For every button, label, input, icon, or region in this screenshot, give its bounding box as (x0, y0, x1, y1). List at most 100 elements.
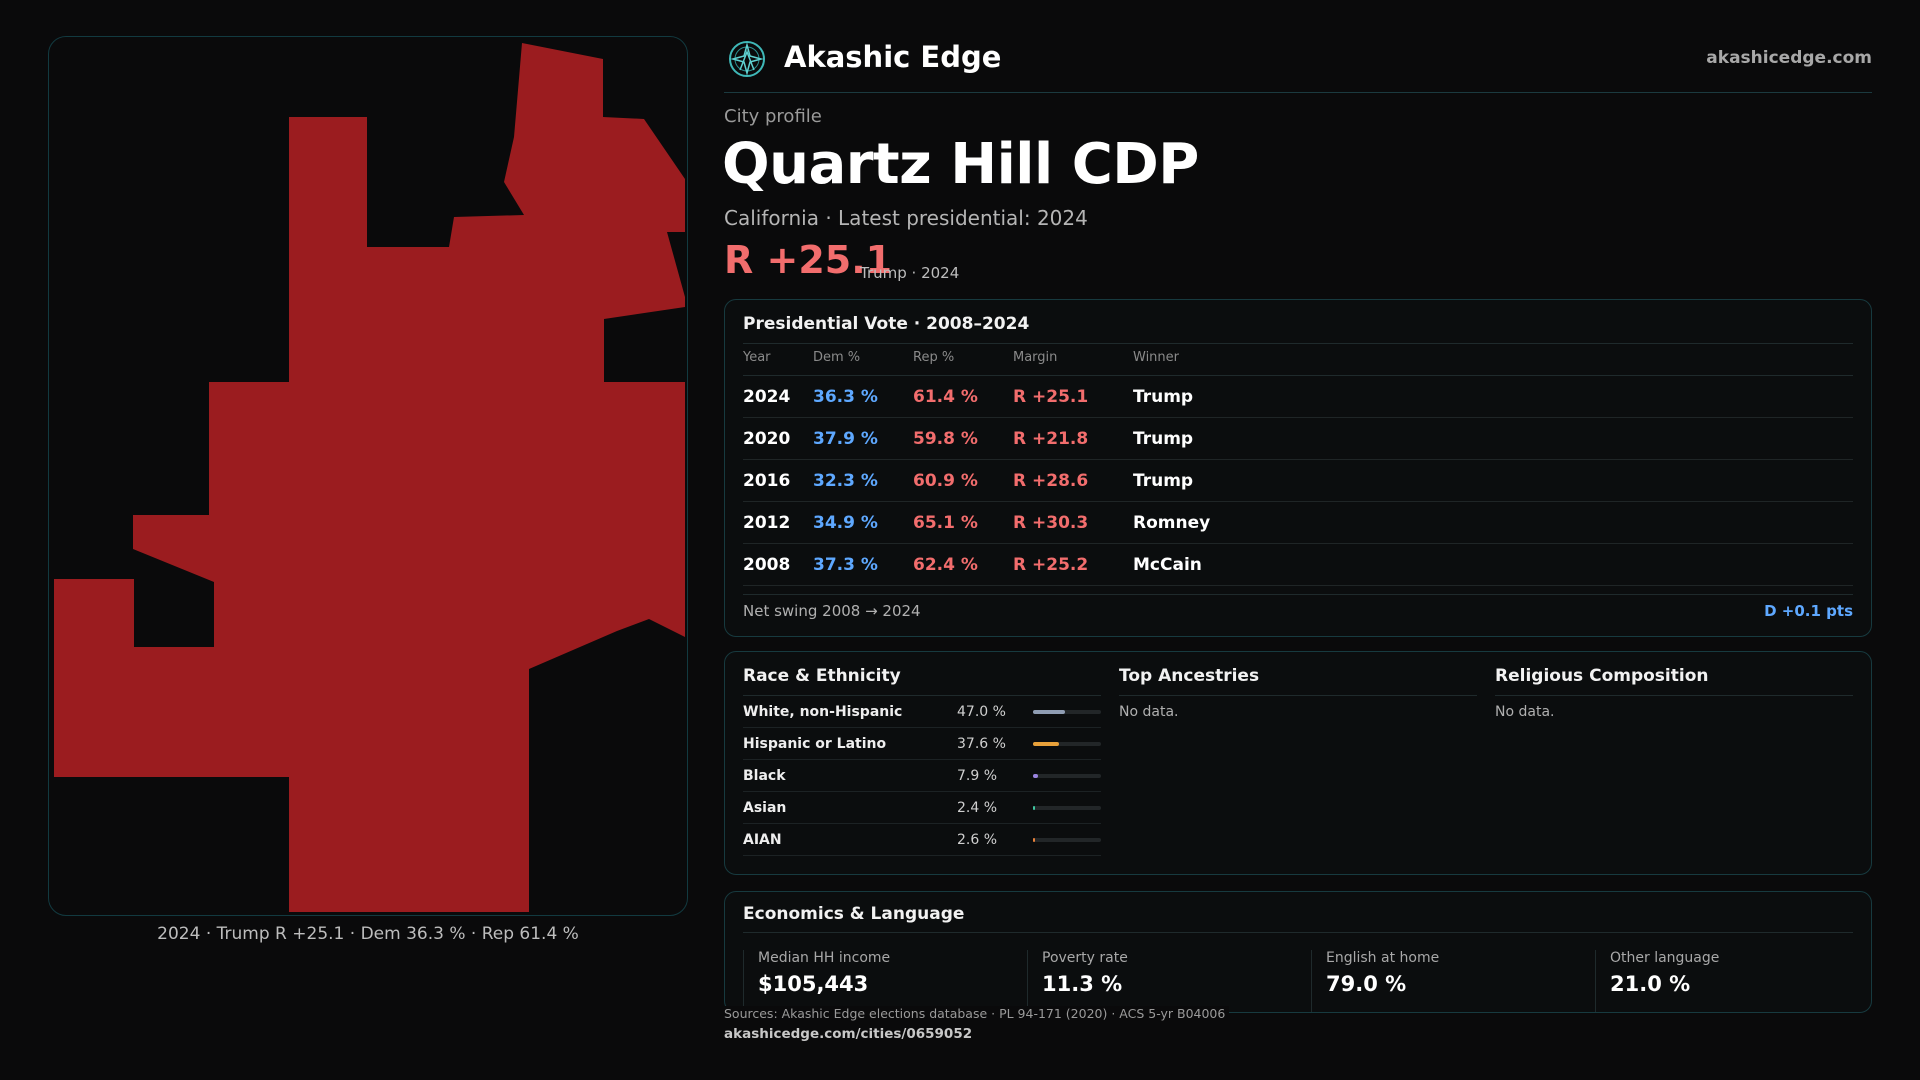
race-bar-track (1033, 806, 1101, 810)
cell-winner: Romney (1133, 513, 1211, 533)
race-value: 37.6 % (957, 736, 1006, 752)
table-row: 2020 37.9 % 59.8 % R +21.8 Trump (743, 418, 1853, 460)
stat-label: English at home (1326, 950, 1440, 966)
stat-value: $105,443 (758, 972, 869, 996)
cell-dem: 37.3 % (813, 555, 878, 575)
race-label: White, non-Hispanic (743, 704, 903, 720)
sources-note: Sources: Akashic Edge elections database… (724, 1006, 1230, 1021)
stat-median-income: Median HH income $105,443 (743, 950, 1013, 1012)
divider (743, 375, 1853, 376)
race-bar-track (1033, 774, 1101, 778)
race-value: 47.0 % (957, 704, 1006, 720)
demographics-card: Race & Ethnicity White, non-Hispanic 47.… (724, 651, 1872, 875)
race-bar-fill (1033, 806, 1035, 810)
stat-poverty-rate: Poverty rate 11.3 % (1027, 950, 1297, 1012)
net-swing-value: D +0.1 pts (1764, 602, 1853, 620)
cell-dem: 34.9 % (813, 513, 878, 533)
race-bar-fill (1033, 774, 1039, 778)
economics-card: Economics & Language Median HH income $1… (724, 891, 1872, 1013)
ancestries-section: Top Ancestries No data. (1119, 666, 1477, 720)
race-bar-track (1033, 838, 1101, 842)
column-header-margin: Margin (1013, 350, 1058, 365)
table-row: 2016 32.3 % 60.9 % R +28.6 Trump (743, 460, 1853, 502)
cell-rep: 62.4 % (913, 555, 978, 575)
cell-margin: R +30.3 (1013, 513, 1089, 533)
cell-dem: 37.9 % (813, 429, 878, 449)
cell-margin: R +25.1 (1013, 387, 1089, 407)
cell-margin: R +25.2 (1013, 555, 1089, 575)
race-section-title: Race & Ethnicity (743, 666, 1101, 696)
table-row: 2012 34.9 % 65.1 % R +30.3 Romney (743, 502, 1853, 544)
site-link[interactable]: akashicedge.com (1706, 48, 1872, 68)
race-list: White, non-Hispanic 47.0 % Hispanic or L… (743, 696, 1101, 856)
column-header-dem: Dem % (813, 350, 861, 365)
cell-year: 2008 (743, 555, 791, 575)
race-bar-track (1033, 742, 1101, 746)
cell-rep: 60.9 % (913, 471, 978, 491)
cell-margin: R +28.6 (1013, 471, 1089, 491)
list-item: Black 7.9 % (743, 760, 1101, 792)
cell-rep: 59.8 % (913, 429, 978, 449)
cell-winner: McCain (1133, 555, 1202, 575)
cell-rep: 61.4 % (913, 387, 978, 407)
race-value: 2.6 % (957, 832, 998, 848)
cell-year: 2024 (743, 387, 791, 407)
column-header-winner: Winner (1133, 350, 1180, 365)
page-title: Quartz Hill CDP (722, 132, 1199, 197)
race-label: Hispanic or Latino (743, 736, 887, 752)
cell-winner: Trump (1133, 471, 1194, 491)
headline-margin-note: Trump · 2024 (860, 264, 960, 282)
page-kicker: City profile (724, 106, 822, 127)
cell-dem: 36.3 % (813, 387, 878, 407)
race-bar-fill (1033, 742, 1059, 746)
app-header: Akashic Edge akashicedge.com (724, 36, 1872, 93)
table-row: 2024 36.3 % 61.4 % R +25.1 Trump (743, 376, 1853, 418)
stat-label: Poverty rate (1042, 950, 1128, 966)
race-label: Asian (743, 800, 787, 816)
district-shape (54, 43, 685, 912)
column-header-rep: Rep % (913, 350, 955, 365)
table-row: 2008 37.3 % 62.4 % R +25.2 McCain (743, 544, 1853, 586)
race-bar-track (1033, 710, 1101, 714)
vote-card-title: Presidential Vote · 2008–2024 (743, 314, 1030, 334)
page-url-link[interactable]: akashicedge.com/cities/0659052 (724, 1026, 973, 1042)
list-item: Hispanic or Latino 37.6 % (743, 728, 1101, 760)
map-caption: 2024 · Trump R +25.1 · Dem 36.3 % · Rep … (157, 924, 579, 944)
presidential-vote-card: Presidential Vote · 2008–2024 Year Dem %… (724, 299, 1872, 637)
stat-other-language: Other language 21.0 % (1595, 950, 1865, 1012)
cell-dem: 32.3 % (813, 471, 878, 491)
divider (743, 343, 1853, 344)
race-value: 7.9 % (957, 768, 998, 784)
race-label: AIAN (743, 832, 782, 848)
religion-empty: No data. (1495, 704, 1555, 720)
compass-star-icon[interactable] (728, 40, 766, 78)
religion-section-title: Religious Composition (1495, 666, 1853, 696)
cell-rep: 65.1 % (913, 513, 978, 533)
brand-name[interactable]: Akashic Edge (784, 40, 1002, 74)
stat-value: 11.3 % (1042, 972, 1123, 996)
column-header-year: Year (743, 350, 771, 365)
cell-winner: Trump (1133, 387, 1194, 407)
divider (743, 932, 1853, 933)
net-swing-label: Net swing 2008 → 2024 (743, 602, 921, 620)
cell-margin: R +21.8 (1013, 429, 1089, 449)
stat-label: Other language (1610, 950, 1720, 966)
religion-section: Religious Composition No data. (1495, 666, 1853, 720)
stat-english-at-home: English at home 79.0 % (1311, 950, 1581, 1012)
ancestries-empty: No data. (1119, 704, 1179, 720)
race-label: Black (743, 768, 786, 784)
stat-value: 21.0 % (1610, 972, 1691, 996)
stat-label: Median HH income (758, 950, 891, 966)
divider (743, 594, 1853, 595)
cell-year: 2012 (743, 513, 791, 533)
list-item: AIAN 2.6 % (743, 824, 1101, 856)
headline-margin: R +25.1 (724, 238, 893, 282)
cell-winner: Trump (1133, 429, 1194, 449)
race-value: 2.4 % (957, 800, 998, 816)
ancestries-section-title: Top Ancestries (1119, 666, 1477, 696)
race-ethnicity-section: Race & Ethnicity White, non-Hispanic 47.… (743, 666, 1101, 856)
stat-value: 79.0 % (1326, 972, 1407, 996)
cell-year: 2016 (743, 471, 791, 491)
race-bar-fill (1033, 710, 1065, 714)
race-bar-fill (1033, 838, 1035, 842)
